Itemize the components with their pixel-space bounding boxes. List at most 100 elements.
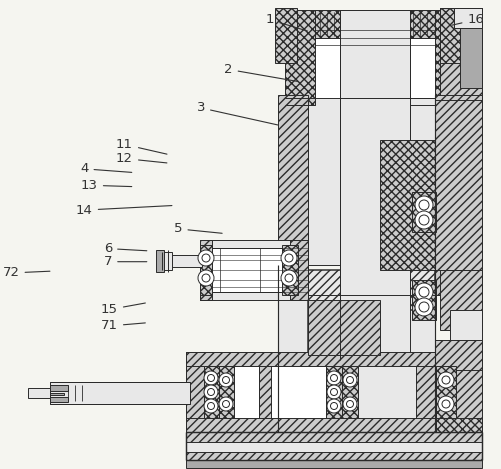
Bar	[339, 10, 409, 98]
Circle shape	[285, 254, 293, 262]
Bar	[28, 388, 50, 398]
Circle shape	[222, 377, 229, 384]
Text: 16: 16	[451, 13, 483, 26]
Bar	[282, 245, 298, 295]
Bar	[211, 248, 282, 292]
Text: 14: 14	[76, 204, 171, 217]
Text: 71: 71	[101, 319, 145, 333]
Bar	[379, 140, 434, 270]
Bar	[186, 460, 481, 468]
Bar	[435, 352, 481, 432]
Circle shape	[441, 376, 449, 384]
Bar	[186, 452, 481, 460]
Circle shape	[437, 372, 453, 388]
Circle shape	[418, 287, 428, 297]
Circle shape	[330, 375, 337, 381]
Bar	[434, 340, 481, 370]
Bar	[278, 95, 308, 265]
Circle shape	[346, 377, 353, 384]
Bar	[314, 10, 339, 38]
Circle shape	[418, 302, 428, 312]
Bar	[199, 240, 211, 300]
Text: 11: 11	[116, 138, 167, 154]
Circle shape	[207, 388, 214, 395]
Bar	[415, 352, 435, 432]
Circle shape	[285, 274, 293, 282]
Bar	[269, 366, 325, 418]
Bar	[199, 240, 308, 300]
Text: 6: 6	[104, 242, 146, 255]
Bar	[449, 310, 481, 340]
Bar	[439, 8, 471, 63]
Bar	[439, 270, 481, 330]
Bar	[50, 393, 64, 395]
Bar	[341, 366, 357, 418]
Bar	[435, 366, 455, 418]
Text: 72: 72	[3, 266, 50, 280]
Circle shape	[197, 250, 213, 266]
Circle shape	[418, 200, 428, 210]
Circle shape	[418, 215, 428, 225]
Circle shape	[414, 211, 432, 229]
Bar	[275, 8, 297, 63]
Bar	[218, 366, 233, 418]
Bar	[314, 10, 434, 98]
Bar	[434, 95, 481, 295]
Bar	[285, 10, 314, 105]
Bar	[186, 352, 435, 432]
Bar	[259, 366, 271, 418]
Bar	[156, 250, 164, 272]
Bar	[186, 418, 435, 432]
Bar	[453, 8, 481, 28]
Circle shape	[207, 402, 214, 409]
Circle shape	[203, 385, 217, 399]
Circle shape	[207, 375, 214, 381]
Circle shape	[218, 373, 232, 387]
Bar	[439, 8, 481, 63]
Polygon shape	[308, 300, 379, 355]
Circle shape	[437, 396, 453, 412]
Text: 7: 7	[104, 255, 146, 268]
Bar	[411, 192, 435, 232]
Bar	[50, 385, 68, 391]
Text: 13: 13	[81, 179, 131, 192]
Circle shape	[330, 402, 337, 409]
Bar	[186, 432, 481, 460]
Circle shape	[281, 270, 297, 286]
Circle shape	[414, 283, 432, 301]
Bar	[162, 252, 172, 270]
Text: 2: 2	[224, 63, 298, 82]
Text: 1: 1	[266, 13, 307, 31]
Bar	[50, 382, 189, 404]
Circle shape	[197, 270, 213, 286]
Circle shape	[330, 388, 337, 395]
Circle shape	[201, 254, 209, 262]
Circle shape	[203, 399, 217, 413]
Text: 5: 5	[174, 222, 222, 235]
Bar	[439, 8, 481, 248]
Circle shape	[346, 401, 353, 408]
Polygon shape	[186, 295, 434, 433]
Text: 12: 12	[116, 152, 166, 165]
Circle shape	[222, 401, 229, 408]
Bar	[308, 95, 434, 265]
Bar	[203, 366, 259, 418]
Circle shape	[414, 298, 432, 316]
Bar	[186, 432, 481, 442]
Circle shape	[281, 250, 297, 266]
Bar	[339, 98, 409, 358]
Circle shape	[326, 399, 340, 413]
Circle shape	[218, 397, 232, 411]
Bar	[434, 100, 481, 270]
Bar	[199, 245, 211, 295]
Bar	[170, 255, 201, 267]
Bar	[434, 10, 474, 105]
Polygon shape	[308, 270, 434, 360]
Text: 4: 4	[80, 162, 131, 175]
Circle shape	[441, 400, 449, 408]
Bar	[435, 352, 481, 366]
Bar	[409, 10, 434, 38]
Circle shape	[326, 385, 340, 399]
Circle shape	[342, 397, 356, 411]
Text: 15: 15	[101, 303, 145, 316]
